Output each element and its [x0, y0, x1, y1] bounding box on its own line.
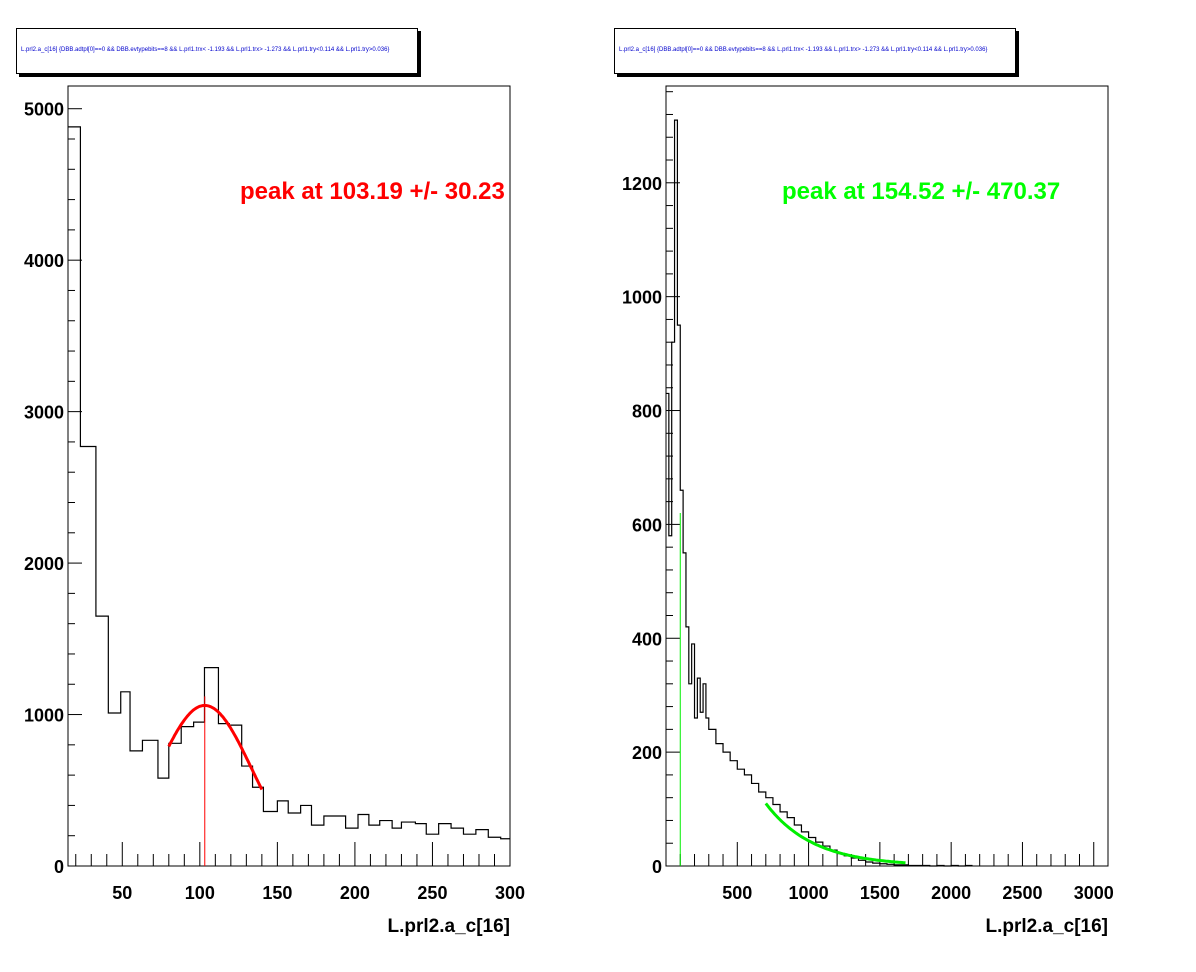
y-tick-label: 0 — [652, 857, 662, 877]
peak-annotation: peak at 154.52 +/- 470.37 — [782, 178, 1060, 205]
x-tick-label: 1500 — [860, 883, 900, 903]
x-axis-title: L.prl2.a_c[16] — [388, 916, 511, 937]
y-tick-label: 800 — [632, 402, 662, 422]
peak-annotation: peak at 103.19 +/- 30.23 — [240, 178, 505, 205]
x-tick-label: 2500 — [1002, 883, 1042, 903]
y-tick-label: 5000 — [24, 100, 64, 120]
histogram-plot-left: 0 1000 2000 3000 4000 5000 50 100 150 200 250 300 L.… — [24, 85, 525, 937]
y-tick-label: 2000 — [24, 554, 64, 574]
y-tick-label: 0 — [54, 857, 64, 877]
x-tick-label: 3000 — [1074, 883, 1114, 903]
x-tick-label: 250 — [417, 883, 447, 903]
fit-curve — [764, 802, 906, 865]
plot-frame — [665, 85, 1109, 867]
y-tick-label: 600 — [632, 515, 662, 535]
x-tick-label: 300 — [495, 883, 525, 903]
histogram-title-right: L.prl2.a_c[16] {DBB.adtpl[0]==0 && DBB.e… — [619, 47, 988, 53]
fit-curve — [167, 704, 264, 791]
x-tick-label: 150 — [262, 883, 292, 903]
title-box-right: L.prl2.a_c[16] {DBB.adtpl[0]==0 && DBB.e… — [614, 28, 1016, 74]
x-tick-label: 100 — [185, 883, 215, 903]
x-tick-label: 2000 — [931, 883, 971, 903]
histogram-title-left: L.prl2.a_c[16] {DBB.adtpl[0]==0 && DBB.e… — [21, 47, 390, 53]
y-tick-label: 1000 — [24, 706, 64, 726]
y-tick-label: 1200 — [622, 174, 662, 194]
histogram-series — [68, 126, 510, 840]
title-box-left: L.prl2.a_c[16] {DBB.adtpl[0]==0 && DBB.e… — [16, 28, 418, 74]
x-tick-label: 500 — [722, 883, 752, 903]
plot-frame — [67, 85, 511, 867]
x-tick-label: 50 — [112, 883, 132, 903]
x-tick-label: 1000 — [789, 883, 829, 903]
y-tick-label: 200 — [632, 743, 662, 763]
y-tick-label: 400 — [632, 629, 662, 649]
histogram-series — [666, 119, 973, 867]
y-tick-label: 1000 — [622, 288, 662, 308]
x-axis-title: L.prl2.a_c[16] — [986, 916, 1109, 937]
y-tick-label: 3000 — [24, 403, 64, 423]
y-tick-label: 4000 — [24, 251, 64, 271]
x-tick-label: 200 — [340, 883, 370, 903]
